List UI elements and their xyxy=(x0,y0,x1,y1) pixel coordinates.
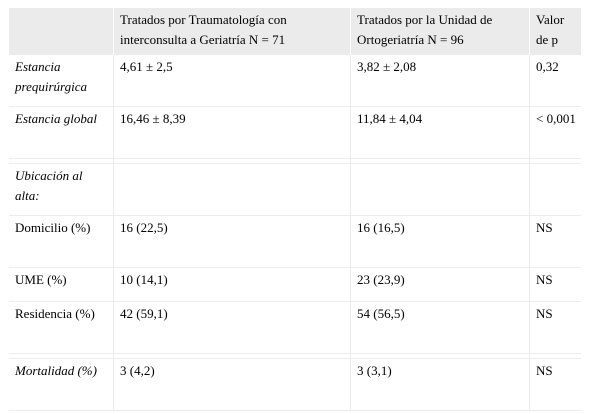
row-label: Domicilio (%) xyxy=(9,216,113,268)
row-label: Estancia prequirúrgica xyxy=(9,55,113,107)
table-row: Mortalidad (%) 3 (4,2) 3 (3,1) NS xyxy=(9,359,581,411)
table-row: Domicilio (%) 16 (22,5) 16 (16,5) NS xyxy=(9,216,581,268)
cell-orto: 3,82 ± 2,08 xyxy=(350,55,529,107)
cell-p: < 0,001 xyxy=(529,107,581,159)
row-label: UME (%) xyxy=(9,268,113,302)
row-label: Estancia global xyxy=(9,107,113,159)
cell-p: NS xyxy=(529,268,581,302)
table-row: Ubicación al alta: xyxy=(9,164,581,216)
cell-trauma: 3 (4,2) xyxy=(113,359,350,411)
cell-orto: 11,84 ± 4,04 xyxy=(350,107,529,159)
cell-p: 0,32 xyxy=(529,55,581,107)
cell-trauma: 42 (59,1) xyxy=(113,302,350,354)
cell-orto xyxy=(350,164,529,216)
table-row: Residencia (%) 42 (59,1) 54 (56,5) NS xyxy=(9,302,581,354)
results-table: Tratados por Traumatología con intercons… xyxy=(9,8,581,411)
cell-trauma xyxy=(113,164,350,216)
table-row: Estancia global 16,46 ± 8,39 11,84 ± 4,0… xyxy=(9,107,581,159)
cell-p: NS xyxy=(529,216,581,268)
table-header-row: Tratados por Traumatología con intercons… xyxy=(9,8,581,55)
row-label: Residencia (%) xyxy=(9,302,113,354)
header-empty xyxy=(9,8,113,55)
header-p-value: Valor de p xyxy=(529,8,581,55)
table-row: UME (%) 10 (14,1) 23 (23,9) NS xyxy=(9,268,581,302)
spacer-row xyxy=(9,159,581,164)
row-label: Ubicación al alta: xyxy=(9,164,113,216)
spacer-row xyxy=(9,354,581,359)
table-row: Estancia prequirúrgica 4,61 ± 2,5 3,82 ±… xyxy=(9,55,581,107)
header-ortogeriatria: Tratados por la Unidad de Ortogeriatría … xyxy=(350,8,529,55)
header-traumatologia: Tratados por Traumatología con intercons… xyxy=(113,8,350,55)
cell-orto: 23 (23,9) xyxy=(350,268,529,302)
cell-orto: 16 (16,5) xyxy=(350,216,529,268)
cell-trauma: 4,61 ± 2,5 xyxy=(113,55,350,107)
cell-trauma: 10 (14,1) xyxy=(113,268,350,302)
cell-p: NS xyxy=(529,359,581,411)
row-label: Mortalidad (%) xyxy=(9,359,113,411)
cell-orto: 54 (56,5) xyxy=(350,302,529,354)
cell-p: NS xyxy=(529,302,581,354)
cell-orto: 3 (3,1) xyxy=(350,359,529,411)
cell-trauma: 16,46 ± 8,39 xyxy=(113,107,350,159)
cell-p xyxy=(529,164,581,216)
cell-trauma: 16 (22,5) xyxy=(113,216,350,268)
